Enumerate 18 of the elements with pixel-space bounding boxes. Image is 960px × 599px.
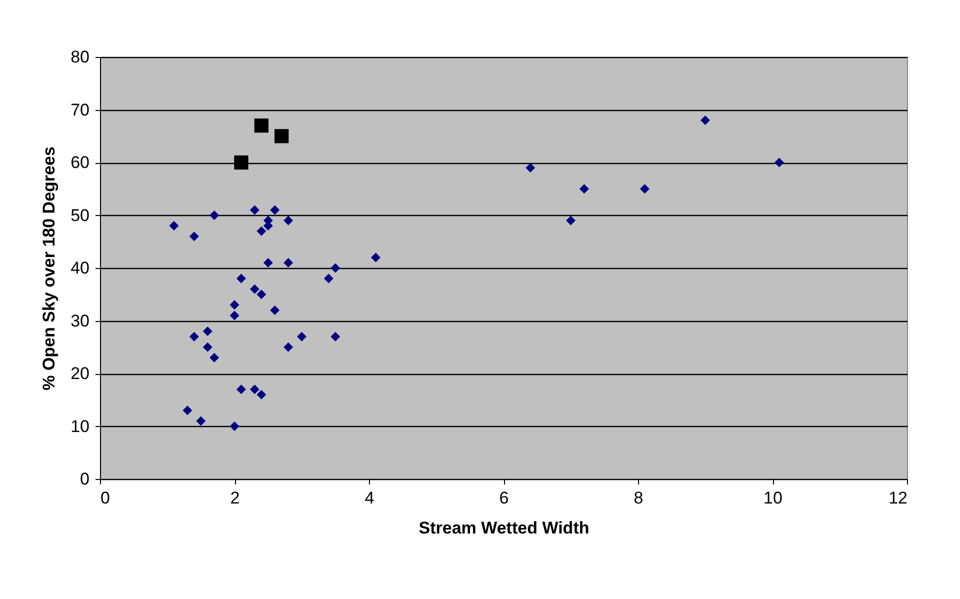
y-tick-label: 0 bbox=[80, 470, 90, 488]
x-tick-label: 8 bbox=[634, 488, 644, 508]
x-tick-label: 4 bbox=[364, 488, 374, 508]
y-tick-label: 40 bbox=[70, 258, 90, 278]
y-axis-title: % Open Sky over 180 Degrees bbox=[40, 146, 59, 390]
x-axis-title: Stream Wetted Width bbox=[418, 518, 590, 538]
y-tick-label: 50 bbox=[70, 206, 90, 225]
x-tick-label: 10 bbox=[764, 488, 782, 508]
x-tick-label: 6 bbox=[499, 488, 509, 508]
x-tick-label: 12 bbox=[888, 488, 908, 508]
y-tick-label: 20 bbox=[70, 364, 90, 383]
y-tick-label: 80 bbox=[70, 48, 90, 66]
x-tick-label: 0 bbox=[100, 488, 110, 508]
y-tick-label: 70 bbox=[70, 100, 90, 120]
y-tick-label: 30 bbox=[70, 311, 90, 330]
y-tick-label: 60 bbox=[70, 153, 90, 172]
x-tick-label: 2 bbox=[230, 488, 240, 508]
y-tick-label: 10 bbox=[70, 416, 90, 436]
